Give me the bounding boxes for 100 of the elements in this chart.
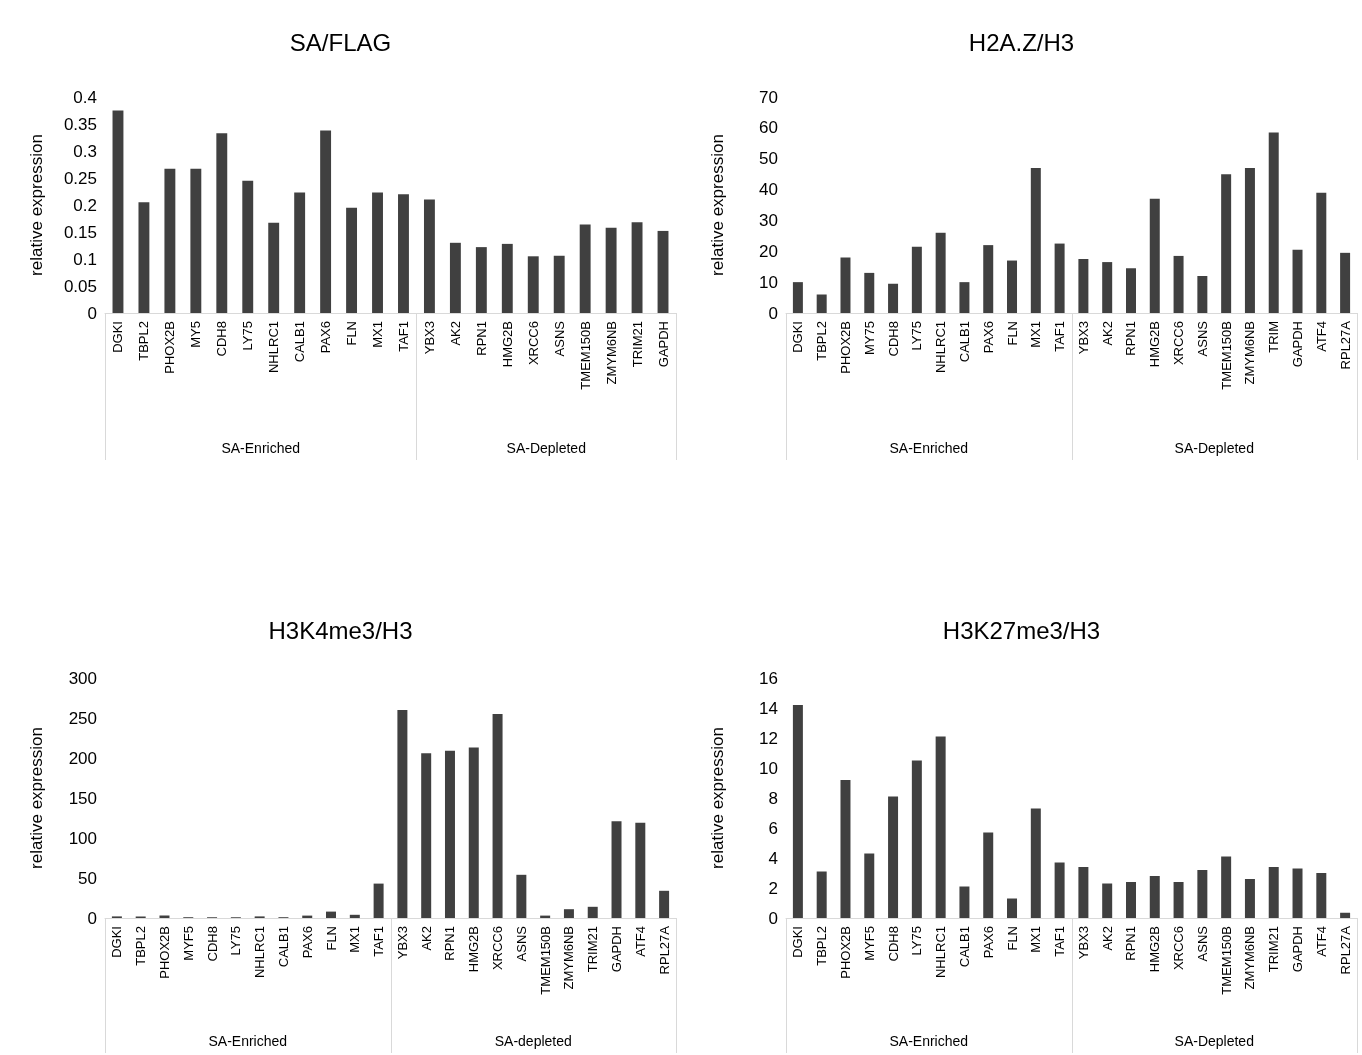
x-tick-label: LY75 bbox=[240, 321, 256, 351]
x-tick-label: YBX3 bbox=[1075, 926, 1091, 960]
bar bbox=[1221, 174, 1232, 313]
y-tick-label: 10 bbox=[759, 272, 778, 292]
x-tick-label: TBPL2 bbox=[133, 926, 149, 966]
bar bbox=[1340, 252, 1351, 313]
x-tick-label: TAF1 bbox=[395, 321, 411, 352]
x-tick-label: RPL27A bbox=[1337, 320, 1353, 370]
bar bbox=[1030, 808, 1041, 918]
text: SA-depleted bbox=[494, 1033, 572, 1049]
y-tick-label: 0.3 bbox=[73, 141, 97, 161]
x-tick-label: MX1 bbox=[370, 321, 386, 348]
bar bbox=[935, 736, 946, 918]
x-tick-label: DGKI bbox=[109, 926, 125, 958]
y-tick-label: 0.25 bbox=[63, 168, 97, 188]
bar bbox=[888, 796, 899, 918]
x-tick-label: XRCC6 bbox=[525, 321, 541, 366]
x-tick-label: TBPL2 bbox=[136, 321, 152, 361]
bar bbox=[983, 832, 994, 918]
bar bbox=[1316, 873, 1327, 918]
text: SA-Depleted bbox=[506, 440, 586, 456]
bar bbox=[112, 110, 124, 313]
x-tick-label: MX1 bbox=[1028, 321, 1044, 348]
y-tick-label: 6 bbox=[768, 818, 778, 838]
x-tick-label: PAX6 bbox=[980, 321, 996, 354]
chart-title: H3K4me3/H3 bbox=[268, 616, 413, 644]
y-tick-label: 16 bbox=[759, 668, 778, 688]
x-tick-label: YBX3 bbox=[394, 926, 410, 960]
x-tick-label: MYF5 bbox=[180, 926, 196, 961]
x-tick-label: ATF4 bbox=[1313, 321, 1329, 352]
bar bbox=[421, 753, 432, 918]
bar bbox=[527, 256, 539, 313]
bar bbox=[840, 257, 851, 313]
y-axis-title: relative expression bbox=[27, 134, 46, 276]
x-tick-label: ASNS bbox=[513, 925, 529, 962]
y-tick-label: 300 bbox=[68, 668, 97, 688]
bar bbox=[1054, 862, 1065, 918]
bar bbox=[864, 853, 875, 918]
x-tick-label: TMEM150B bbox=[537, 926, 553, 995]
bar bbox=[983, 245, 994, 313]
bar bbox=[935, 232, 946, 313]
bar bbox=[1197, 275, 1208, 313]
x-tick-label: ZMYM6NB bbox=[603, 321, 619, 385]
text: SA-Enriched bbox=[208, 1033, 288, 1049]
bar bbox=[373, 883, 384, 918]
x-tick-label: GAPDH bbox=[1290, 926, 1306, 973]
bar bbox=[1173, 255, 1184, 313]
y-tick-label: 8 bbox=[768, 788, 778, 808]
bar bbox=[216, 133, 228, 313]
x-tick-label: XRCC6 bbox=[490, 926, 506, 971]
x-tick-label: TMEM150B bbox=[577, 321, 593, 390]
y-tick-label: 200 bbox=[68, 748, 97, 768]
bar bbox=[1197, 870, 1208, 918]
bar bbox=[1268, 132, 1279, 313]
bar bbox=[164, 168, 176, 313]
text: SA-Depleted bbox=[1174, 1033, 1254, 1049]
y-tick-label: 60 bbox=[759, 118, 778, 138]
bar bbox=[1221, 856, 1232, 918]
x-tick-label: PHOX2B bbox=[162, 321, 178, 374]
x-tick-label: ZMYM6NB bbox=[1242, 926, 1258, 990]
x-tick-label: TRIM bbox=[1266, 321, 1282, 353]
x-tick-label: YBX3 bbox=[421, 321, 437, 355]
x-tick-label: CALB1 bbox=[956, 321, 972, 363]
bar bbox=[816, 871, 827, 918]
bar bbox=[1149, 198, 1160, 313]
bar bbox=[605, 227, 617, 313]
x-tick-label: MX1 bbox=[1028, 926, 1044, 953]
bar bbox=[1244, 879, 1255, 918]
text: SA-Enriched bbox=[889, 1033, 969, 1049]
bar bbox=[1340, 912, 1351, 918]
bar bbox=[1054, 243, 1065, 313]
x-tick-label: HMG2B bbox=[1147, 321, 1163, 368]
bar bbox=[553, 255, 565, 313]
x-tick-label: DGKI bbox=[790, 926, 806, 958]
bar bbox=[1173, 882, 1184, 918]
x-tick-label: FLN bbox=[1004, 926, 1020, 951]
x-tick-label: XRCC6 bbox=[1171, 321, 1187, 366]
y-tick-label: 20 bbox=[759, 241, 778, 261]
bar bbox=[1125, 268, 1136, 313]
x-tick-label: TRIM21 bbox=[1266, 926, 1282, 973]
x-tick-label: MY5 bbox=[188, 321, 204, 348]
x-tick-label: TMEM150B bbox=[1218, 926, 1234, 995]
bar bbox=[1078, 867, 1089, 918]
bar bbox=[1125, 882, 1136, 918]
bar bbox=[1268, 867, 1279, 918]
y-tick-label: 0 bbox=[87, 908, 97, 928]
y-tick-label: 0.05 bbox=[63, 276, 97, 296]
x-tick-label: PAX6 bbox=[299, 926, 315, 959]
x-tick-label: RPN1 bbox=[442, 926, 458, 961]
bar bbox=[349, 914, 360, 918]
bar bbox=[372, 192, 383, 313]
bar bbox=[631, 222, 643, 313]
bar bbox=[1292, 249, 1303, 313]
bar bbox=[864, 272, 875, 313]
x-tick-label: PHOX2B bbox=[837, 321, 853, 374]
x-tick-label: PAX6 bbox=[980, 926, 996, 959]
bar bbox=[242, 180, 254, 313]
x-tick-label: CALB1 bbox=[956, 926, 972, 968]
y-tick-label: 0.2 bbox=[73, 195, 97, 215]
bar bbox=[1149, 876, 1160, 918]
